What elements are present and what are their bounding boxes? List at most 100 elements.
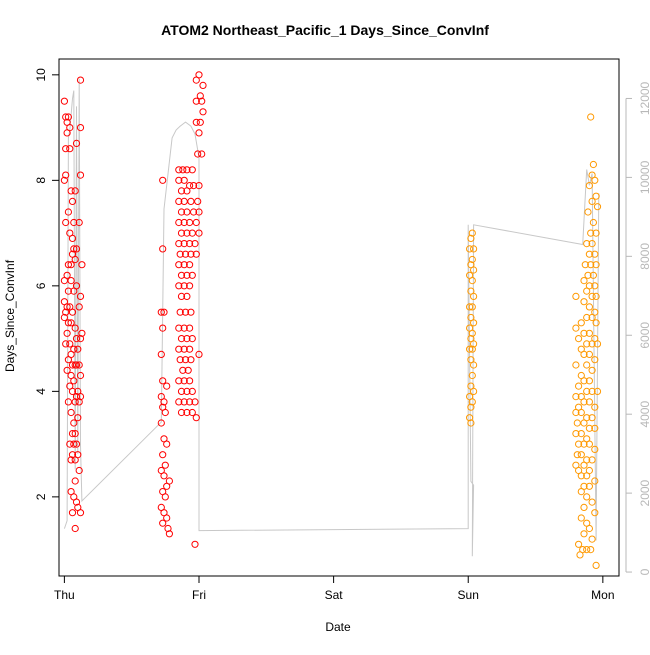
data-point-orange [588,313,596,322]
data-point-red [159,176,167,184]
data-point-orange [468,345,476,353]
data-point-red [177,271,186,279]
data-point-red [186,282,194,290]
data-point-red [180,324,188,332]
data-point-orange [588,366,596,374]
y-left-tick-label: 6 [34,282,48,289]
data-point-red [157,419,165,427]
data-point-orange [588,292,596,300]
data-point-red [180,218,188,227]
data-point-red [188,335,196,343]
data-point-red [71,430,79,438]
data-point-orange [580,530,588,538]
data-point-orange [466,303,474,311]
data-point-orange [575,335,583,343]
data-point-orange [580,503,588,511]
data-point-red [186,261,194,269]
data-point-red [78,329,86,337]
data-point-red [175,377,183,385]
data-point-red [66,340,74,348]
data-point-red [186,218,194,227]
data-point-red [75,361,83,369]
data-point-red [180,197,188,205]
data-point-red [163,514,171,522]
data-point-red [76,335,85,343]
data-point-orange [580,377,588,385]
data-point-red [75,218,83,227]
data-point-red [180,240,188,248]
data-point-orange [592,319,600,327]
data-point-red [177,408,186,417]
data-point-red [70,377,78,385]
data-point-red [175,197,183,205]
data-point-orange [585,482,594,490]
data-point-orange [588,387,596,395]
data-point-red [76,171,85,179]
data-point-orange [581,261,589,269]
data-point-orange [591,282,599,290]
data-point-red [188,271,196,279]
data-point-red [60,277,69,285]
data-point-red [63,129,71,137]
data-point-red [190,182,198,190]
data-point-red [76,371,85,380]
data-point-orange [468,229,476,237]
data-point-red [180,282,188,290]
data-point-orange [468,398,476,406]
data-point-red [72,335,81,343]
data-point-red [199,108,207,116]
data-point-orange [592,229,600,237]
data-point-red [62,308,70,316]
data-point-orange [575,382,583,390]
data-point-red [183,187,191,195]
data-point-red [187,308,195,316]
data-point-red [67,319,75,327]
data-point-red [70,419,78,427]
data-point-red [70,218,78,227]
data-point-orange [588,340,596,348]
data-point-red [186,377,194,385]
data-point-red [179,166,187,174]
y-left-tick-label: 10 [34,68,48,82]
data-point-orange [587,546,595,554]
data-point-orange [588,456,596,464]
data-point-red [163,482,171,490]
y-right-tick-label: 8000 [638,243,650,270]
y-right-tick-label: 2000 [638,479,650,506]
data-point-red [175,398,183,406]
data-point-red [71,255,79,264]
data-point-red [63,329,71,337]
data-point-red [67,408,75,417]
data-point-red [192,250,200,258]
data-point-red [72,245,81,253]
data-point-red [175,240,183,248]
data-point-orange [591,250,599,258]
data-point-red [187,356,195,364]
data-point-red [157,308,165,316]
data-point-red [159,451,167,459]
data-point-orange [587,113,595,121]
y-right-tick-label: 10000 [638,160,650,194]
data-point-red [195,229,203,237]
data-point-orange [468,371,476,380]
data-point-red [62,145,70,153]
data-point-red [186,324,194,332]
data-point-orange [593,203,602,211]
data-point-orange [583,472,591,480]
data-point-orange [591,445,599,453]
data-point-orange [580,440,588,448]
data-point-red [180,261,188,269]
data-point-red [195,129,203,137]
data-point-red [175,166,183,174]
data-point-orange [580,350,588,358]
data-point-orange [591,403,599,411]
data-point-red [68,387,77,395]
data-point-red [75,466,83,475]
data-point-red [186,240,194,248]
data-point-red [67,187,75,195]
data-point-red [72,361,81,369]
data-point-orange [585,303,594,311]
data-point-red [177,229,186,237]
